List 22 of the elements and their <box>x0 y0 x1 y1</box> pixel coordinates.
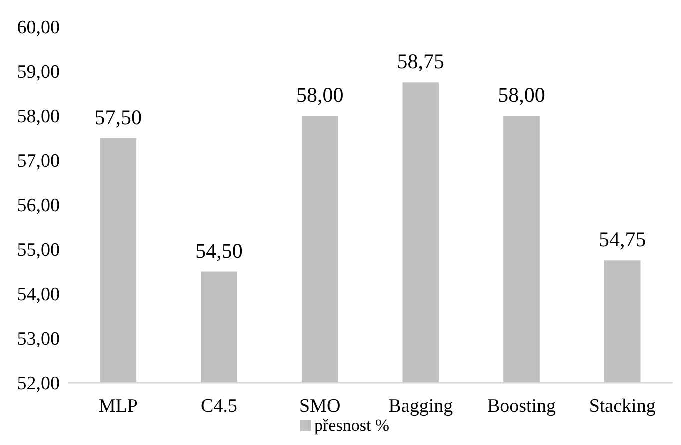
data-label: 54,50 <box>196 238 243 263</box>
data-label: 54,75 <box>598 228 646 252</box>
legend-label: přesnost % <box>314 416 390 435</box>
x-tick-label: C4.5 <box>201 396 238 417</box>
y-tick-label: 60,00 <box>17 18 60 39</box>
y-tick-label: 53,00 <box>17 329 60 350</box>
y-tick-label: 56,00 <box>17 196 60 217</box>
x-tick-label: Boosting <box>487 396 557 417</box>
y-tick-label: 57,00 <box>17 151 60 172</box>
y-tick-label: 54,00 <box>17 284 60 306</box>
y-tick-label: 58,00 <box>17 106 60 128</box>
y-tick-label: 52,00 <box>17 374 60 395</box>
data-label: 58,00 <box>296 83 344 107</box>
data-label: 57,50 <box>94 105 142 130</box>
y-tick-label: 55,00 <box>17 240 60 262</box>
x-tick-label: SMO <box>299 396 341 417</box>
x-tick-label: MLP <box>98 396 138 417</box>
data-label: 58,00 <box>498 83 546 107</box>
y-tick-label: 59,00 <box>17 62 60 84</box>
x-tick-label: Stacking <box>589 396 656 417</box>
x-tick-label: Bagging <box>388 396 454 417</box>
data-label: 58,75 <box>397 50 445 74</box>
